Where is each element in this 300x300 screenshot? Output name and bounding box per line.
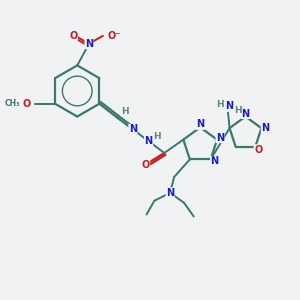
Text: H: H: [121, 107, 129, 116]
Text: N: N: [85, 39, 93, 49]
Text: N: N: [216, 133, 224, 142]
Text: H: H: [216, 100, 224, 109]
Text: N: N: [145, 136, 153, 146]
Text: N: N: [261, 123, 269, 133]
Text: O: O: [254, 145, 262, 155]
Text: N: N: [166, 188, 174, 198]
Text: N: N: [226, 101, 234, 112]
Text: H: H: [234, 106, 241, 115]
Text: N: N: [242, 109, 250, 118]
Text: N: N: [129, 124, 137, 134]
Text: O: O: [142, 160, 150, 170]
Text: O: O: [69, 31, 77, 41]
Text: H: H: [153, 132, 160, 141]
Text: N: N: [211, 156, 219, 167]
Text: O⁻: O⁻: [108, 31, 121, 41]
Text: N: N: [196, 119, 204, 129]
Text: O: O: [22, 99, 31, 109]
Text: CH₃: CH₃: [4, 99, 20, 108]
